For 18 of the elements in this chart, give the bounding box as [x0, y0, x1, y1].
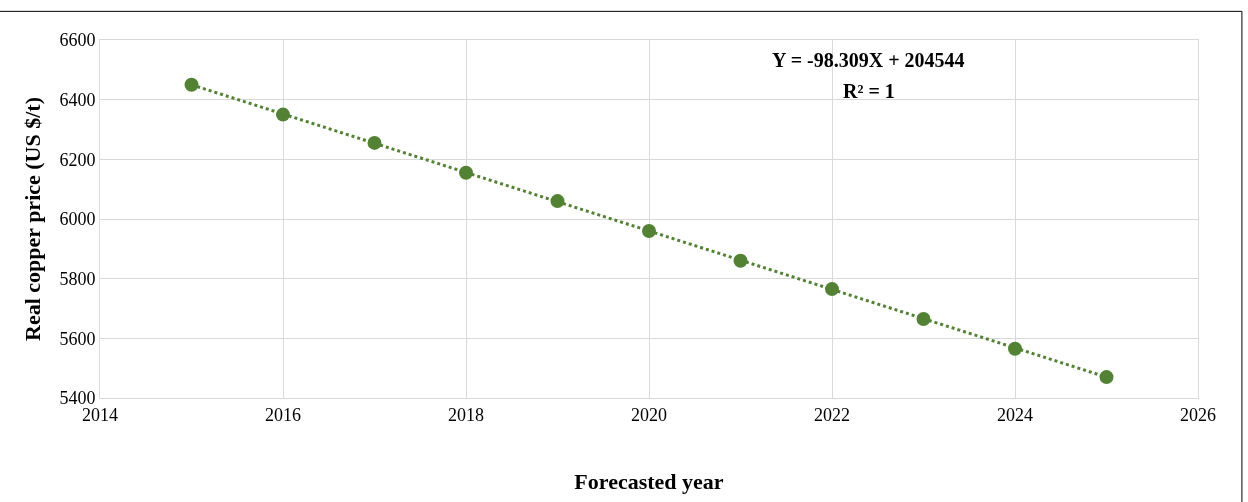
point: [184, 77, 199, 92]
x-tick-label: 2024: [997, 404, 1033, 425]
x-tick-label: 2018: [448, 404, 484, 425]
x-tick-label: 2022: [814, 404, 850, 425]
y-tick-label: 5800: [59, 268, 96, 289]
x-tick-label: 2026: [1180, 404, 1216, 425]
y-tick-label: 6600: [59, 30, 96, 51]
x-tick-label: 2020: [631, 404, 667, 425]
annotation: Y = -98.309X + 204544: [772, 49, 965, 71]
x-tick-label: 2016: [265, 404, 301, 425]
y-tick-label: 5600: [59, 328, 96, 349]
x-axis-title: Forecasted year: [574, 469, 724, 495]
point: [1099, 370, 1114, 385]
y-tick-label: 6200: [59, 149, 96, 170]
y-tick-label: 6000: [59, 209, 96, 230]
annotation: R² = 1: [843, 80, 895, 102]
y-axis-title: Real copper price (US $/t): [20, 97, 46, 341]
y-tick-label: 6400: [59, 89, 96, 110]
